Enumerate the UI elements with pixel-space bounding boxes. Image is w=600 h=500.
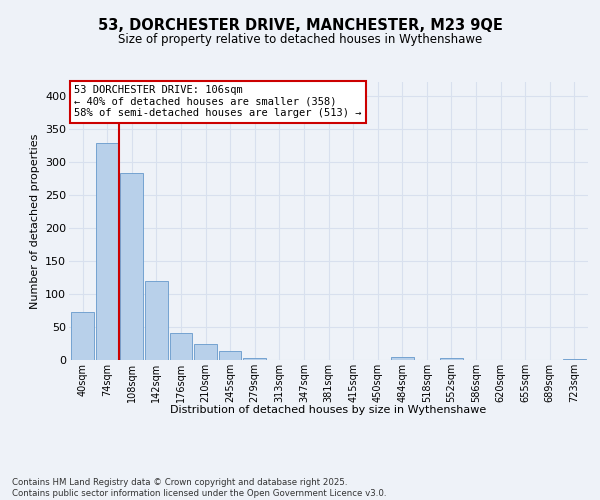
Bar <box>96 144 118 360</box>
Bar <box>194 344 217 360</box>
Bar <box>71 312 94 360</box>
Bar <box>244 358 266 360</box>
Bar <box>170 333 192 360</box>
Text: Size of property relative to detached houses in Wythenshawe: Size of property relative to detached ho… <box>118 32 482 46</box>
Text: 53 DORCHESTER DRIVE: 106sqm
← 40% of detached houses are smaller (358)
58% of se: 53 DORCHESTER DRIVE: 106sqm ← 40% of det… <box>74 86 362 118</box>
Text: 53, DORCHESTER DRIVE, MANCHESTER, M23 9QE: 53, DORCHESTER DRIVE, MANCHESTER, M23 9Q… <box>98 18 502 32</box>
Y-axis label: Number of detached properties: Number of detached properties <box>29 134 40 309</box>
Bar <box>121 173 143 360</box>
Bar <box>391 358 413 360</box>
Bar <box>563 358 586 360</box>
X-axis label: Distribution of detached houses by size in Wythenshawe: Distribution of detached houses by size … <box>170 405 487 415</box>
Bar <box>219 352 241 360</box>
Bar <box>145 280 167 360</box>
Text: Contains HM Land Registry data © Crown copyright and database right 2025.
Contai: Contains HM Land Registry data © Crown c… <box>12 478 386 498</box>
Bar <box>440 358 463 360</box>
